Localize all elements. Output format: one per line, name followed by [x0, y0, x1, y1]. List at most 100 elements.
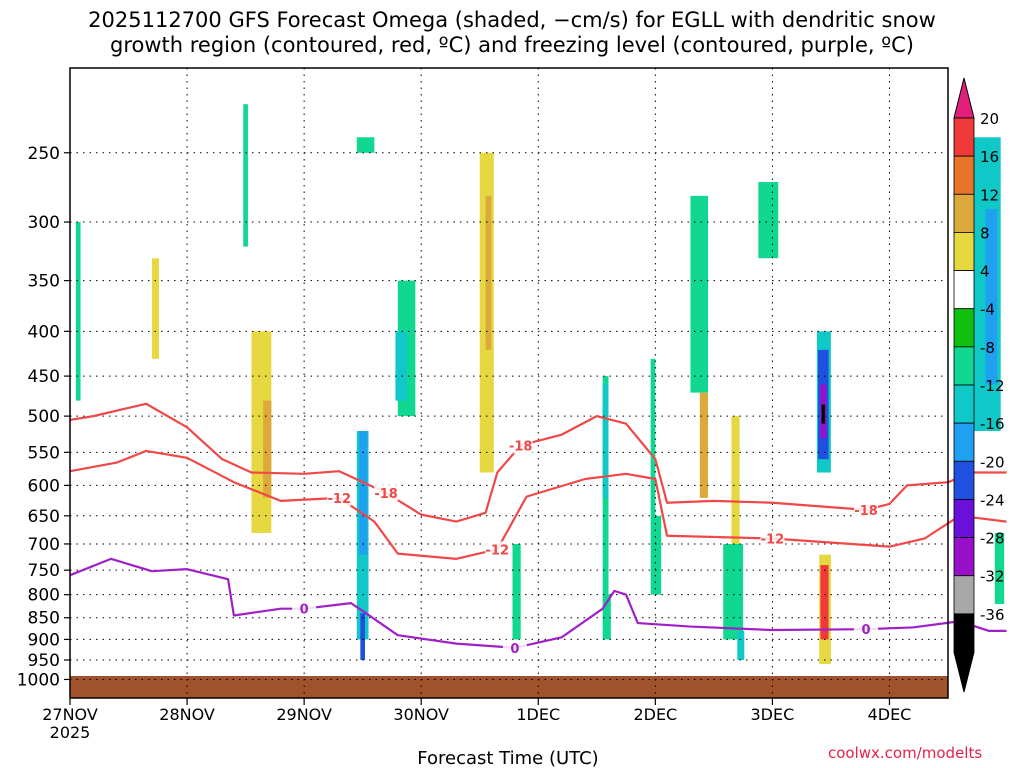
x-axis-label: Forecast Time (UTC) — [417, 748, 598, 768]
x-tick-label: 3DEC — [751, 705, 795, 724]
ground-surface — [70, 676, 948, 698]
y-tick-label: 350 — [28, 272, 60, 292]
x-tick-label: 29NOV — [276, 705, 332, 724]
contour-label-bg — [502, 639, 527, 656]
contour-label-bg — [485, 541, 510, 558]
colorbar-label: 4 — [980, 263, 990, 281]
omega-shaded-region — [930, 209, 954, 460]
colorbar-swatch — [953, 346, 975, 386]
contour-label: -18 — [374, 487, 398, 502]
x-tick-label: 1DEC — [516, 705, 560, 724]
omega-shaded-region — [151, 258, 159, 359]
y-tick-label: 250 — [28, 144, 60, 164]
colorbar: 20 16 12 8 4 -4 -8 -12 -16 -20 -24 -28 -32 -36 — [953, 77, 1005, 693]
colorbar-label: 12 — [980, 186, 999, 204]
omega-shaded-region — [626, 222, 638, 586]
colorbar-label: -12 — [980, 377, 1005, 395]
x-tick-label: 30NOV — [393, 705, 449, 724]
x-tick-label: 4DEC — [868, 705, 912, 724]
colorbar-label: 8 — [980, 224, 990, 242]
contour-label: -12 — [328, 492, 352, 507]
omega-shaded-region — [263, 400, 272, 498]
y-tick-label: 650 — [28, 507, 60, 527]
y-tick-label: 450 — [28, 367, 60, 387]
colorbar-swatch — [953, 193, 975, 233]
colorbar-label: -8 — [980, 339, 995, 357]
omega-shaded-region — [350, 152, 404, 432]
colorbar-swatch — [953, 232, 975, 271]
colorbar-swatch — [953, 155, 975, 195]
contour-label: 0 — [300, 603, 309, 618]
omega-shaded-region — [602, 376, 611, 640]
omega-shaded-region — [146, 195, 176, 544]
colorbar-swatch — [953, 117, 975, 157]
colorbar-swatch — [953, 537, 975, 577]
omega-shaded-region — [699, 392, 709, 498]
colorbar-swatch — [953, 422, 975, 462]
contour-label-bg — [508, 437, 533, 454]
colorbar-label: -28 — [980, 530, 1005, 548]
colorbar-label: -36 — [980, 606, 1005, 624]
colorbar-top-arrow — [953, 77, 975, 119]
contour-label-bg — [854, 621, 879, 638]
contour-label-bg — [760, 530, 785, 547]
colorbar-label: -16 — [980, 415, 1005, 433]
omega-shaded-region — [243, 104, 248, 247]
y-tick-label: 1000 — [17, 670, 60, 690]
omega-shaded-region — [75, 222, 81, 401]
contour-label-bg — [292, 600, 317, 617]
y-tick-label: 600 — [28, 476, 60, 496]
contour-label-bg — [327, 489, 352, 506]
contour-label: 0 — [862, 623, 871, 638]
colorbar-label: -20 — [980, 453, 1005, 471]
contour-label: 0 — [510, 642, 519, 657]
omega-shaded-region — [746, 280, 785, 680]
omega-shaded-region — [820, 565, 829, 640]
plot-frame — [69, 67, 949, 699]
omega-shaded-region — [395, 331, 408, 401]
omega-shading-layer — [75, 104, 1005, 680]
contour-label: -18 — [854, 504, 878, 519]
colorbar-swatch — [953, 308, 975, 348]
y-tick-label: 950 — [28, 651, 60, 671]
y-tick-label: 900 — [28, 630, 60, 650]
x-axis-year: 2025 — [50, 723, 91, 742]
omega-shaded-region — [512, 543, 521, 640]
contour-label-bg — [374, 484, 399, 501]
credit-text: coolwx.com/modelts — [828, 744, 983, 762]
grid-lines — [70, 68, 948, 698]
omega-shaded-region — [758, 182, 779, 259]
colorbar-label: -32 — [980, 568, 1005, 586]
y-tick-label: 400 — [28, 322, 60, 342]
y-tick-label: 750 — [28, 561, 60, 581]
colorbar-label: 20 — [980, 110, 999, 128]
omega-shaded-region — [655, 331, 673, 516]
y-tick-label: 800 — [28, 586, 60, 606]
y-tick-label: 300 — [28, 213, 60, 233]
chart-title-line-1: 2025112700 GFS Forecast Omega (shaded, −… — [88, 8, 936, 32]
contour-label-bg — [854, 501, 879, 518]
contour-layer: -18 -18 -18 -12 -12 -12 0 0 0 — [69, 402, 1007, 657]
omega-shaded-region — [456, 392, 474, 640]
contour-label: -12 — [486, 543, 510, 558]
y-tick-label: 700 — [28, 535, 60, 555]
y-tick-label: 500 — [28, 407, 60, 427]
colorbar-swatch — [953, 460, 975, 500]
x-axis-ticks: 27NOV 28NOV 29NOV 30NOV 1DEC 2DEC 3DEC 4DEC — [42, 698, 911, 724]
colorbar-label: -4 — [980, 301, 995, 319]
omega-shaded-region — [690, 195, 709, 393]
omega-shaded-region — [505, 104, 539, 640]
colorbar-swatch — [953, 384, 975, 424]
omega-shaded-region — [602, 384, 609, 498]
y-tick-label: 850 — [28, 609, 60, 629]
omega-shaded-region — [985, 209, 998, 385]
omega-shaded-region — [737, 630, 745, 660]
x-tick-label: 27NOV — [42, 705, 98, 724]
omega-shaded-region — [731, 416, 740, 544]
colorbar-bottom-arrow — [953, 651, 975, 693]
colorbar-label: 16 — [980, 148, 999, 166]
omega-shaded-region — [994, 532, 1005, 605]
colorbar-swatch — [953, 499, 975, 538]
x-tick-label: 28NOV — [159, 705, 215, 724]
